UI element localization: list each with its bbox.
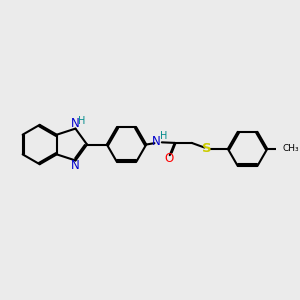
Text: N: N xyxy=(152,135,161,148)
Text: H: H xyxy=(78,116,85,126)
Text: CH₃: CH₃ xyxy=(282,144,299,153)
Text: N: N xyxy=(71,159,80,172)
Text: H: H xyxy=(160,131,167,141)
Text: O: O xyxy=(165,152,174,165)
Text: S: S xyxy=(202,142,211,155)
Text: N: N xyxy=(71,118,80,130)
